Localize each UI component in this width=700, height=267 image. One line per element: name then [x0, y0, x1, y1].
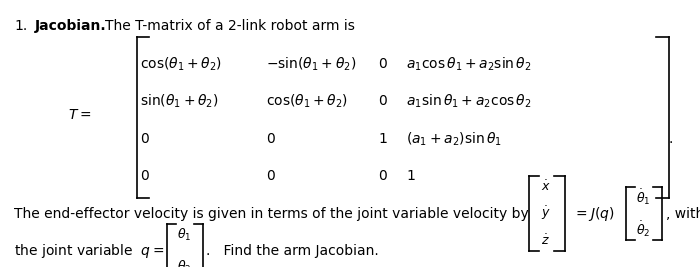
Text: The T-matrix of a 2-link robot arm is: The T-matrix of a 2-link robot arm is — [105, 19, 355, 33]
Text: $0$: $0$ — [378, 169, 388, 183]
Text: Jacobian.: Jacobian. — [35, 19, 106, 33]
Text: $0$: $0$ — [378, 95, 388, 108]
Text: $0$: $0$ — [140, 132, 150, 146]
Text: $0$: $0$ — [266, 132, 276, 146]
Text: $\sin(\theta_1+\theta_2)$: $\sin(\theta_1+\theta_2)$ — [140, 93, 218, 110]
Text: $0$: $0$ — [378, 57, 388, 71]
Text: $\dot{x}$: $\dot{x}$ — [541, 180, 551, 194]
Text: The end-effector velocity is given in terms of the joint variable velocity by: The end-effector velocity is given in te… — [14, 207, 528, 221]
Text: , with: , with — [666, 207, 700, 221]
Text: $= J(q)$: $= J(q)$ — [573, 205, 615, 223]
Text: $\dot{y}$: $\dot{y}$ — [541, 205, 551, 222]
Text: $\cos(\theta_1+\theta_2)$: $\cos(\theta_1+\theta_2)$ — [266, 93, 348, 110]
Text: $0$: $0$ — [266, 169, 276, 183]
Text: $(a_1+a_2)\sin\theta_1$: $(a_1+a_2)\sin\theta_1$ — [406, 130, 502, 148]
Text: $1$: $1$ — [406, 169, 416, 183]
Text: .: . — [668, 132, 673, 146]
Text: the joint variable  $q =$: the joint variable $q =$ — [14, 242, 164, 260]
Text: $\dot{z}$: $\dot{z}$ — [541, 233, 550, 248]
Text: $\cos(\theta_1+\theta_2)$: $\cos(\theta_1+\theta_2)$ — [140, 55, 222, 73]
Text: 1.: 1. — [14, 19, 27, 33]
Text: $-\sin(\theta_1+\theta_2)$: $-\sin(\theta_1+\theta_2)$ — [266, 55, 356, 73]
Text: $1$: $1$ — [378, 132, 388, 146]
Text: $T=$: $T=$ — [68, 108, 91, 122]
Text: $\theta_1$: $\theta_1$ — [177, 227, 192, 243]
Text: $a_1\cos\theta_1+a_2\sin\theta_2$: $a_1\cos\theta_1+a_2\sin\theta_2$ — [406, 55, 532, 73]
Text: $\theta_2$: $\theta_2$ — [177, 259, 191, 267]
Text: $a_1\sin\theta_1+a_2\cos\theta_2$: $a_1\sin\theta_1+a_2\cos\theta_2$ — [406, 93, 532, 110]
Text: $0$: $0$ — [140, 169, 150, 183]
Text: $\dot{\theta}_2$: $\dot{\theta}_2$ — [636, 220, 651, 239]
Text: $\dot{\theta}_1$: $\dot{\theta}_1$ — [636, 188, 651, 207]
Text: .   Find the arm Jacobian.: . Find the arm Jacobian. — [206, 244, 379, 258]
